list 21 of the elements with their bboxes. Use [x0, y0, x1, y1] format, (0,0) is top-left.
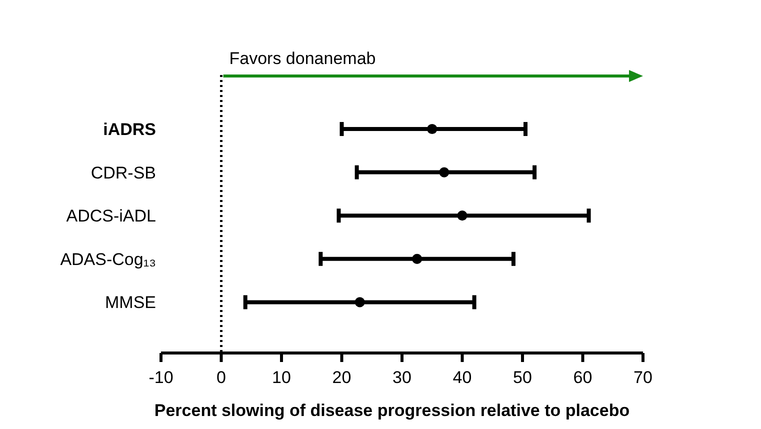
x-tick-label: -10: [148, 368, 174, 387]
y-tick-label: ADCS-iADL: [66, 206, 156, 226]
point: [457, 210, 468, 221]
y-tick-label: CDR-SB: [90, 163, 156, 182]
x-axis-title: Percent slowing of disease progression relative to placebo: [154, 401, 630, 420]
point: [439, 167, 450, 178]
x-tick-label: 0: [216, 368, 226, 387]
x-tick-label: 20: [332, 368, 352, 387]
point: [427, 124, 438, 134]
x-tick-label: 10: [272, 368, 291, 387]
point: [354, 297, 365, 308]
x-tick-label: 40: [452, 368, 472, 387]
y-tick-label: iADRS: [103, 120, 156, 139]
y-tick-label: ADAS-Cog₁₃: [60, 250, 156, 269]
x-tick-label: 60: [573, 368, 592, 387]
point: [412, 254, 422, 264]
x-tick-label: 70: [634, 368, 652, 387]
text: Favors donanemab: [229, 49, 376, 68]
y-tick-label: MMSE: [105, 293, 156, 312]
x-tick-label: 30: [392, 368, 412, 387]
x-tick-label: 50: [513, 368, 532, 387]
